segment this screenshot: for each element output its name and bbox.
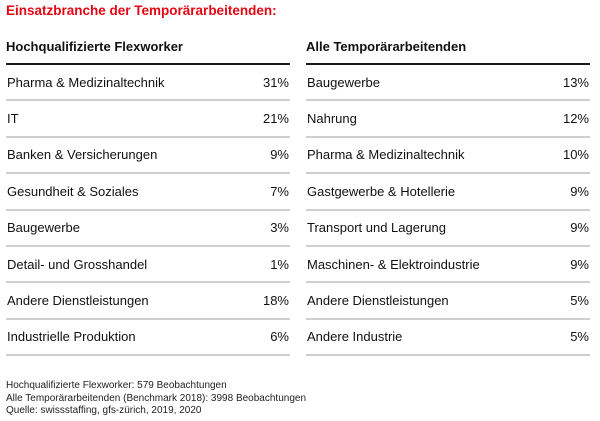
percentage-value: 3% [270, 220, 289, 236]
percentage-value: 1% [270, 256, 289, 272]
percentage-value: 5% [570, 329, 589, 345]
table-row: Maschinen- & Elektroindustrie 9% [306, 247, 590, 284]
industry-label: Industrielle Produktion [7, 329, 136, 345]
industry-label: Baugewerbe [7, 220, 80, 236]
percentage-value: 13% [562, 74, 589, 90]
table-row: Pharma & Medizinaltechnik 31% [6, 65, 290, 102]
industry-label: Pharma & Medizinaltechnik [7, 74, 165, 90]
industry-label: Andere Dienstleistungen [7, 293, 149, 309]
table-row: IT 21% [6, 101, 290, 138]
industry-list: Baugewerbe 13% Nahrung 12% Pharma & Medizi… [306, 65, 590, 357]
industry-label: Transport und Lagerung [307, 220, 447, 236]
industry-label: Nahrung [307, 111, 357, 127]
percentage-value: 21% [262, 111, 289, 127]
industry-label: IT [7, 111, 19, 127]
percentage-value: 9% [570, 256, 589, 272]
column-header: Alle Temporärarbeitenden [306, 38, 590, 65]
percentage-value: 10% [562, 147, 589, 163]
note-observations-benchmark: Alle Temporärarbeitenden (Benchmark 2018… [6, 392, 307, 404]
industry-label: Maschinen- & Elektroindustrie [307, 256, 480, 272]
table-row: Andere Industrie 5% [306, 320, 590, 357]
table-row: Transport und Lagerung 9% [306, 211, 590, 247]
percentage-value: 31% [262, 74, 289, 90]
percentage-value: 9% [570, 183, 589, 199]
source-notes: Hochqualifizierte Flexworker: 579 Beobac… [6, 380, 306, 418]
industry-label: Gastgewerbe & Hotellerie [307, 183, 456, 199]
percentage-value: 7% [270, 183, 289, 199]
industry-label: Banken & Versicherungen [7, 147, 158, 163]
percentage-value: 18% [262, 293, 289, 309]
table-row: Gastgewerbe & Hotellerie 9% [306, 174, 590, 211]
industry-label: Gesundheit & Soziales [7, 183, 139, 199]
table-row: Detail- und Grosshandel 1% [6, 247, 290, 284]
column-header: Hochqualifizierte Flexworker [6, 38, 290, 65]
industry-list: Pharma & Medizinaltechnik 31% IT 21% Banke… [6, 65, 290, 357]
table-row: Baugewerbe 13% [306, 65, 590, 102]
table-row: Pharma & Medizinaltechnik 10% [306, 138, 590, 175]
table-alle-temporaerarbeitenden: Alle Temporärarbeitenden Baugewerbe 13% N… [306, 38, 590, 357]
percentage-value: 9% [570, 220, 589, 236]
table-row: Gesundheit & Soziales 7% [6, 174, 290, 211]
note-observations-flexworker: Hochqualifizierte Flexworker: 579 Beobac… [6, 380, 227, 391]
percentage-value: 9% [270, 147, 289, 163]
percentage-value: 12% [562, 111, 589, 127]
table-row: Andere Dienstleistungen 18% [6, 283, 290, 320]
percentage-value: 5% [570, 293, 589, 309]
industry-label: Baugewerbe [307, 74, 380, 90]
industry-label: Andere Dienstleistungen [307, 293, 449, 309]
page-title: Einsatzbranche der Temporärarbeitenden: [6, 3, 277, 18]
table-row: Andere Dienstleistungen 5% [306, 283, 590, 320]
table-row: Banken & Versicherungen 9% [6, 138, 290, 175]
note-source: Quelle: swissstaffing, gfs-zürich, 2019,… [6, 405, 202, 416]
table-row: Nahrung 12% [306, 101, 590, 138]
industry-label: Pharma & Medizinaltechnik [307, 147, 465, 163]
industry-label: Detail- und Grosshandel [7, 256, 148, 272]
percentage-value: 6% [270, 329, 289, 345]
industry-label: Andere Industrie [307, 329, 403, 345]
table-row: Baugewerbe 3% [6, 211, 290, 247]
table-hochqualifizierte-flexworker: Hochqualifizierte Flexworker Pharma & Me… [6, 38, 290, 357]
table-row: Industrielle Produktion 6% [6, 320, 290, 357]
